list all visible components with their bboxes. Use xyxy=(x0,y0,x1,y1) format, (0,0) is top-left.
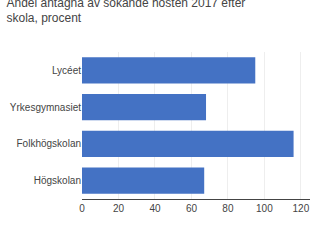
svg-text:120: 120 xyxy=(293,203,310,214)
svg-text:Yrkesgymnasiet: Yrkesgymnasiet xyxy=(10,102,81,113)
svg-text:0: 0 xyxy=(79,203,85,214)
svg-text:100: 100 xyxy=(256,203,273,214)
svg-text:Folkhögskolan: Folkhögskolan xyxy=(17,138,81,149)
svg-text:60: 60 xyxy=(186,203,198,214)
svg-text:80: 80 xyxy=(222,203,234,214)
svg-text:20: 20 xyxy=(113,203,125,214)
svg-text:40: 40 xyxy=(149,203,161,214)
svg-text:Lycéet: Lycéet xyxy=(52,65,81,76)
svg-text:Högskolan: Högskolan xyxy=(34,175,81,186)
svg-text:Andel antagna av sökande höste: Andel antagna av sökande hösten 2017 eft… xyxy=(7,0,246,25)
